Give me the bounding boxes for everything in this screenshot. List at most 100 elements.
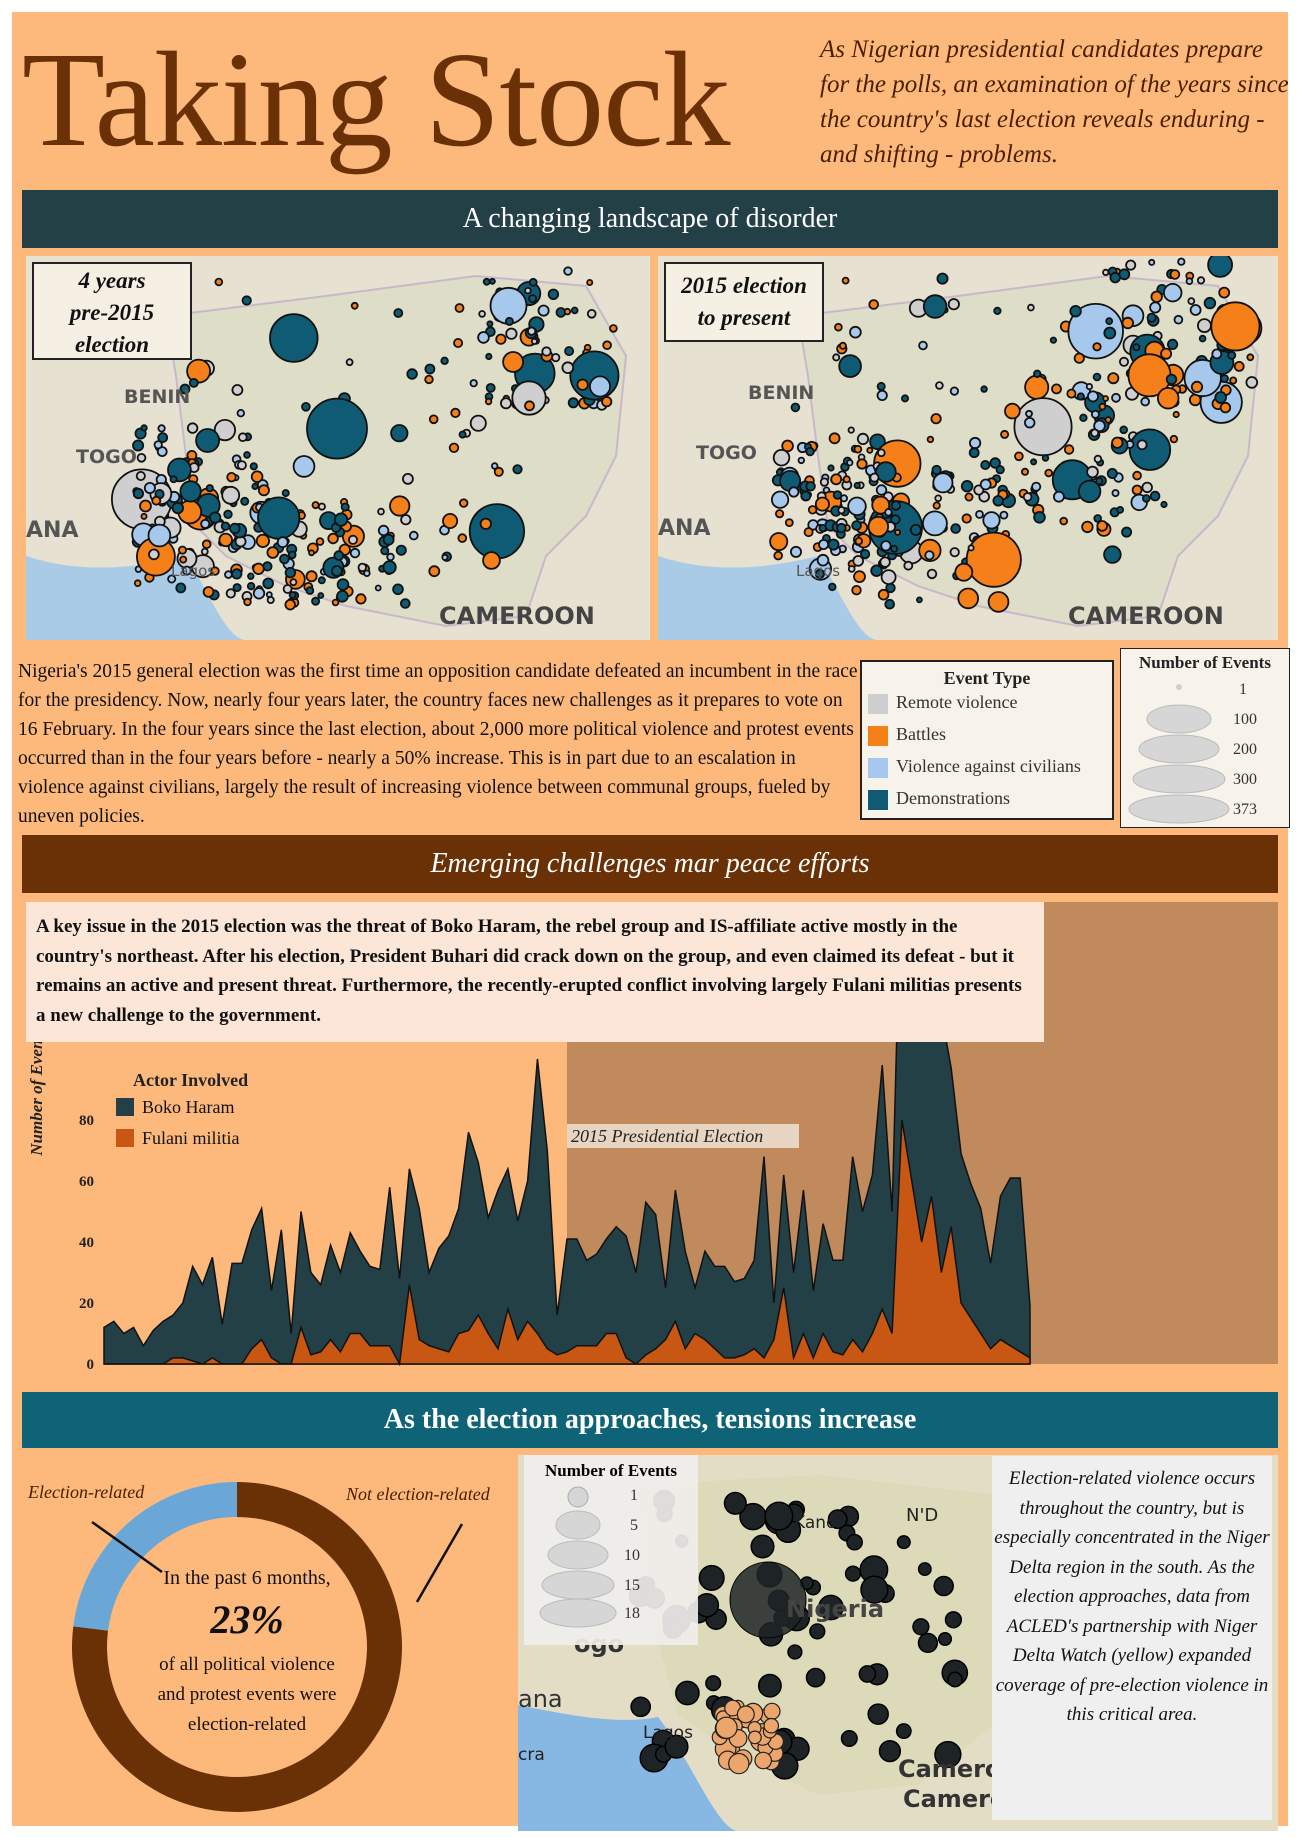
event-dot <box>1107 372 1120 385</box>
event-dot <box>832 353 841 362</box>
event-dot <box>900 394 909 403</box>
event-dot <box>202 586 215 598</box>
event-dot <box>827 538 840 551</box>
event-dot <box>1227 350 1237 360</box>
event-dot <box>982 511 1001 530</box>
event-dot <box>879 556 891 568</box>
event-dot <box>858 1665 877 1683</box>
event-dot <box>252 562 265 576</box>
size-legend-value: 1 <box>1239 681 1247 698</box>
city-label-ndjamena: N'D <box>906 1505 939 1526</box>
event-dot <box>1086 465 1099 479</box>
event-dot <box>355 593 367 605</box>
map-label-line: pre-2015 <box>69 300 155 325</box>
event-dot <box>469 414 487 432</box>
y-tick-label: 20 <box>79 1296 94 1312</box>
donut-center-text: In the past 6 months, 23% of all politic… <box>112 1567 382 1740</box>
event-dot <box>1165 373 1178 386</box>
event-dot <box>870 564 883 577</box>
city-label-lagos: Lagos <box>796 562 841 580</box>
map-label-post-2015: 2015 election to present <box>664 262 824 342</box>
event-dot <box>167 574 177 584</box>
event-dot <box>306 397 368 460</box>
event-dot <box>247 572 255 580</box>
page-title: Taking Stock <box>22 25 731 175</box>
event-dot <box>140 424 148 432</box>
event-dot <box>853 444 863 454</box>
event-dot <box>1109 271 1121 284</box>
event-dot <box>1086 390 1099 403</box>
legend-swatch-boko-haram <box>116 1098 134 1116</box>
event-dot <box>1197 318 1212 333</box>
x-tick-label: 2012 <box>170 1382 200 1384</box>
event-dot <box>805 446 815 457</box>
donut-text-line: In the past 6 months, <box>163 1567 331 1589</box>
event-dot <box>311 501 320 510</box>
event-dot <box>609 324 618 333</box>
city-label-accra: cra <box>518 1745 545 1765</box>
event-dot <box>852 555 865 567</box>
event-dot <box>537 304 550 317</box>
event-dot <box>1116 505 1125 514</box>
event-dot <box>220 521 231 531</box>
event-dot <box>816 553 830 567</box>
event-dot <box>231 384 244 396</box>
event-dot <box>511 380 547 416</box>
donut-text-line: of all political violence <box>159 1654 335 1675</box>
event-dot <box>357 562 367 573</box>
y-axis-label: Number of Events <box>27 1028 46 1157</box>
event-dot <box>1066 388 1077 399</box>
event-dot <box>317 576 326 585</box>
event-dot <box>400 514 412 526</box>
event-dot <box>788 486 800 498</box>
event-dot <box>380 546 390 556</box>
event-dot <box>392 583 404 596</box>
event-dot <box>226 471 237 483</box>
event-dot <box>961 513 972 524</box>
event-dot <box>428 565 441 578</box>
event-dot <box>867 1703 889 1725</box>
event-dot <box>809 1623 826 1640</box>
event-dot <box>1106 467 1118 479</box>
event-dot <box>880 540 892 552</box>
event-dot <box>917 1632 939 1654</box>
event-dot <box>441 553 449 561</box>
event-dot <box>664 1734 689 1759</box>
event-dot <box>218 532 233 548</box>
legend-title: Event Type <box>943 668 1031 688</box>
event-dot <box>576 378 589 391</box>
swatch-remote-violence <box>868 694 888 714</box>
event-dot <box>918 340 928 351</box>
event-dot <box>1190 380 1204 393</box>
map-post-2015: BENIN TOGO ANA CAMEROON Lagos 2015 elect… <box>658 256 1278 640</box>
section-heading-tensions: As the election approaches, tensions inc… <box>22 1392 1278 1448</box>
event-dot <box>1030 458 1038 466</box>
event-dot <box>251 482 259 490</box>
event-dot <box>349 547 361 559</box>
event-dot <box>989 457 1001 469</box>
event-dot <box>389 495 411 517</box>
event-dot <box>214 277 224 287</box>
event-dot <box>772 448 791 467</box>
event-dot <box>213 419 236 442</box>
event-dot <box>903 560 914 571</box>
event-dot <box>454 303 465 313</box>
event-dot <box>968 447 980 459</box>
event-dot <box>317 502 326 511</box>
event-dot <box>1092 342 1102 352</box>
event-dot <box>282 584 293 594</box>
event-dot <box>1041 454 1050 462</box>
event-dot <box>705 1675 722 1692</box>
event-dot <box>477 331 490 344</box>
event-dot <box>186 358 212 384</box>
event-dot <box>512 464 523 475</box>
event-dot <box>586 308 597 319</box>
event-dot <box>1102 395 1110 402</box>
event-dot <box>602 340 612 350</box>
city-label-lagos: Lagos <box>643 1723 693 1743</box>
event-dot <box>1022 492 1033 502</box>
event-dot <box>926 568 938 580</box>
event-dot <box>1132 470 1142 481</box>
event-dot <box>399 598 411 609</box>
area-boko-haram <box>103 902 1031 1365</box>
